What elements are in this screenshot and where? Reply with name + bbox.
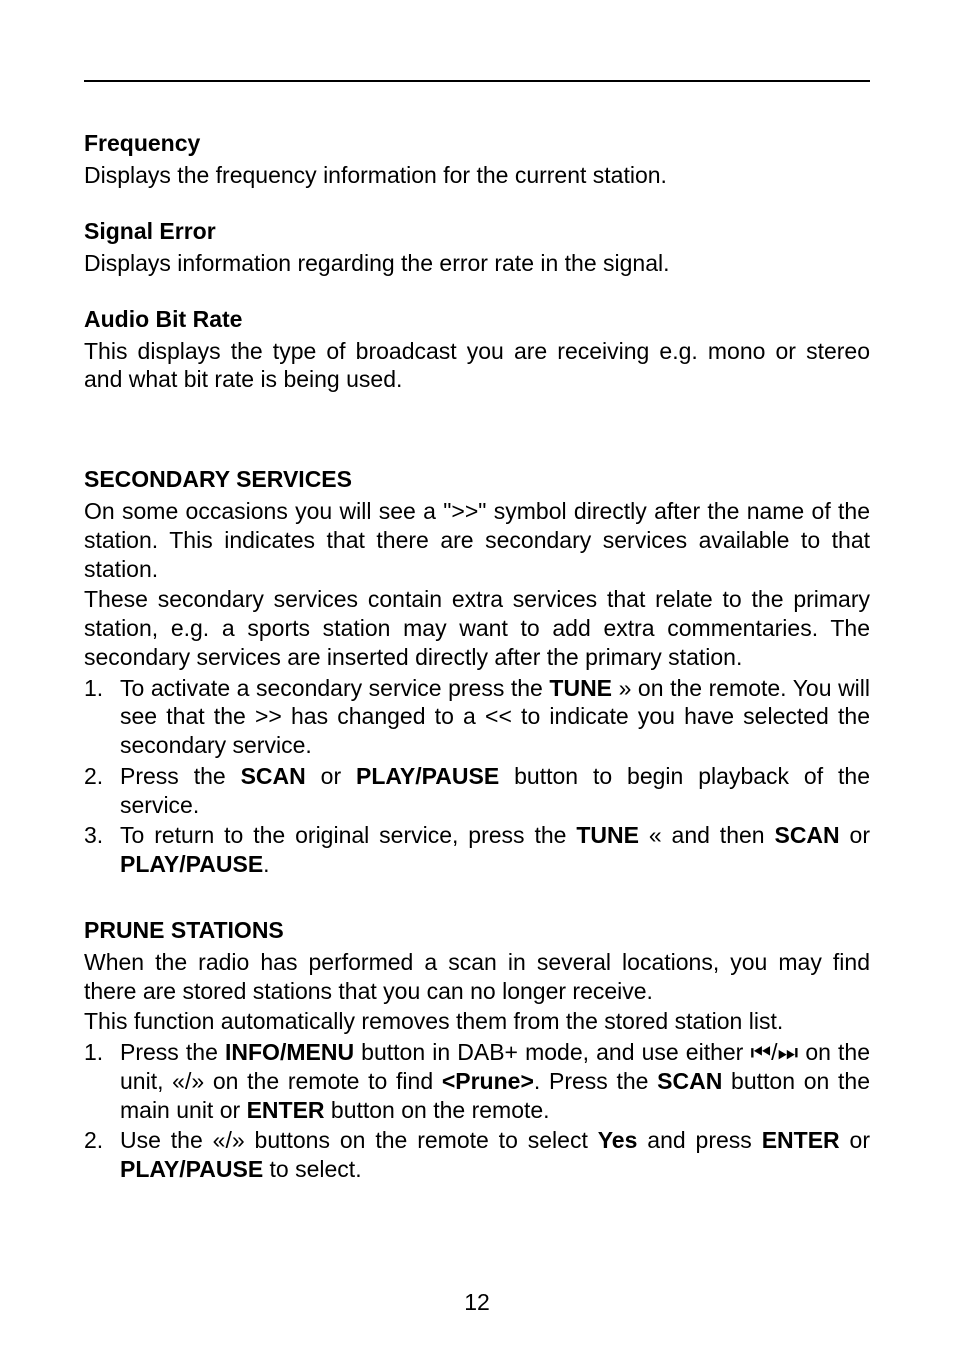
prune-steps-list: Press the INFO/MENU button in DAB+ mode,… <box>84 1038 870 1184</box>
p-step2-a: Use the «/» buttons on the remote to sel… <box>120 1127 598 1153</box>
prune-step-2: Use the «/» buttons on the remote to sel… <box>84 1126 870 1184</box>
heading-secondary-services: SECONDARY SERVICES <box>84 466 870 493</box>
p-step1-a: Press the <box>120 1039 225 1065</box>
heading-prune-stations: PRUNE STATIONS <box>84 917 870 944</box>
p-step2-or: or <box>840 1127 870 1153</box>
text-secondary-para2: These secondary services contain extra s… <box>84 585 870 671</box>
p-step2-enter-label: ENTER <box>762 1127 840 1153</box>
p-step2-yes-label: Yes <box>598 1127 638 1153</box>
secondary-steps-list: To activate a secondary service press th… <box>84 674 870 879</box>
step2-scan-label: SCAN <box>241 763 306 789</box>
prune-step-1: Press the INFO/MENU button in DAB+ mode,… <box>84 1038 870 1124</box>
step3-scan-label: SCAN <box>774 822 839 848</box>
text-signal-error: Displays information regarding the error… <box>84 249 870 278</box>
text-audio-bit-rate: This displays the type of broadcast you … <box>84 337 870 395</box>
heading-frequency: Frequency <box>84 130 870 157</box>
secondary-step-1: To activate a secondary service press th… <box>84 674 870 760</box>
page-number: 12 <box>0 1289 954 1316</box>
heading-audio-bit-rate: Audio Bit Rate <box>84 306 870 333</box>
step3-text-a: To return to the original service, press… <box>120 822 576 848</box>
p-step2-c: to select. <box>263 1156 361 1182</box>
p-step2-b: and press <box>637 1127 761 1153</box>
p-step1-prune-label: <Prune> <box>442 1068 534 1094</box>
step3-text-c: . <box>263 851 269 877</box>
p-step1-e: button on the remote. <box>325 1097 550 1123</box>
heading-signal-error: Signal Error <box>84 218 870 245</box>
step3-text-b: « and then <box>639 822 775 848</box>
step2-text-a: Press the <box>120 763 241 789</box>
step1-tune-label: TUNE <box>549 675 612 701</box>
p-step2-playpause-label: PLAY/PAUSE <box>120 1156 263 1182</box>
step3-tune-label: TUNE <box>576 822 639 848</box>
step2-or: or <box>306 763 356 789</box>
p-step1-info-label: INFO/MENU <box>225 1039 354 1065</box>
horizontal-rule <box>84 80 870 82</box>
p-step1-scan-label: SCAN <box>657 1068 722 1094</box>
text-prune-para1: When the radio has performed a scan in s… <box>84 948 870 1006</box>
text-secondary-para1: On some occasions you will see a ">>" sy… <box>84 497 870 583</box>
p-step1-c: . Press the <box>534 1068 657 1094</box>
step2-playpause-label: PLAY/PAUSE <box>356 763 499 789</box>
step3-playpause-label: PLAY/PAUSE <box>120 851 263 877</box>
p-step1-enter-label: ENTER <box>247 1097 325 1123</box>
secondary-step-3: To return to the original service, press… <box>84 821 870 879</box>
step3-or: or <box>840 822 870 848</box>
secondary-step-2: Press the SCAN or PLAY/PAUSE button to b… <box>84 762 870 820</box>
text-frequency: Displays the frequency information for t… <box>84 161 870 190</box>
text-prune-para2: This function automatically removes them… <box>84 1007 870 1036</box>
step1-text-a: To activate a secondary service press th… <box>120 675 549 701</box>
